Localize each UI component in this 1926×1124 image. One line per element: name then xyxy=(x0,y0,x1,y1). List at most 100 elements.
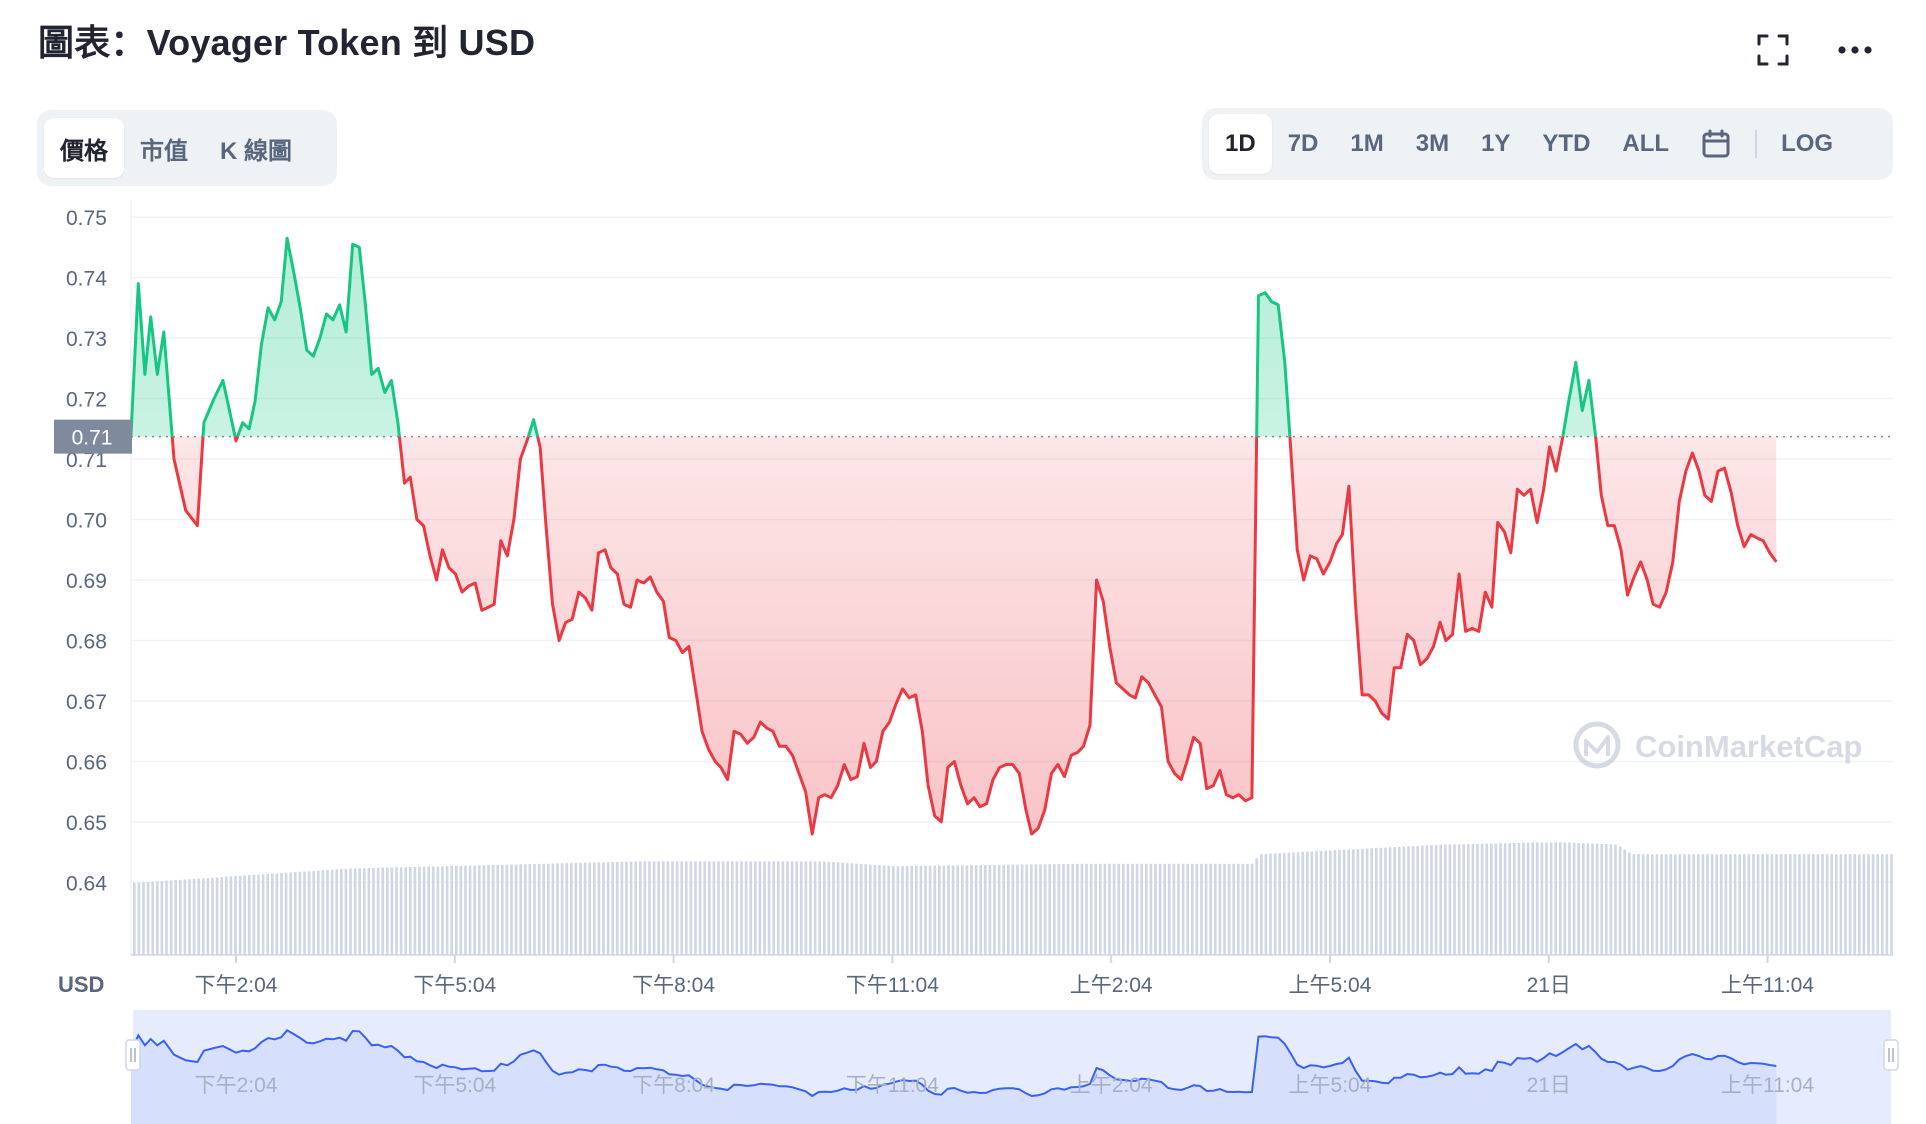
tab-candlestick[interactable]: K 線圖 xyxy=(220,137,292,165)
volume-bar xyxy=(1779,854,1783,955)
navigator-tick-label: 21日 xyxy=(1527,1074,1571,1097)
navigator-area xyxy=(130,1029,1777,1124)
volume-bar xyxy=(1802,854,1806,955)
volume-bar xyxy=(634,861,637,955)
volume-bar xyxy=(367,868,371,955)
calendar-icon[interactable] xyxy=(1685,114,1747,174)
range-all[interactable]: ALL xyxy=(1622,130,1670,157)
volume-bar xyxy=(551,863,555,955)
volume-bar xyxy=(1048,864,1051,955)
navigator-right-handle[interactable] xyxy=(1883,1039,1899,1071)
volume-bar xyxy=(818,861,821,955)
navigator-chart[interactable]: 下午2:04 下午5:04 下午8:04 下午11:04 上午2:04 上午5:04 21日… xyxy=(0,1008,1926,1124)
log-scale-toggle[interactable]: LOG xyxy=(1781,130,1834,157)
volume-bar xyxy=(1186,863,1189,955)
volume-bar xyxy=(1605,844,1608,955)
volume-bar xyxy=(772,861,775,955)
volume-bar xyxy=(1347,849,1350,955)
volume-bar xyxy=(436,866,440,955)
range-7d[interactable]: 7D xyxy=(1287,130,1319,157)
volume-bar xyxy=(1250,863,1254,955)
volume-bar xyxy=(882,865,886,955)
volume-bar xyxy=(390,867,394,955)
volume-bar xyxy=(1554,842,1557,955)
volume-bar xyxy=(1172,863,1176,955)
volume-bar xyxy=(1784,854,1787,955)
volume-bar xyxy=(947,865,950,955)
volume-bar xyxy=(896,866,900,955)
volume-bar xyxy=(192,878,196,955)
volume-bar xyxy=(1296,852,1300,955)
tab-price[interactable]: 價格 xyxy=(44,118,124,178)
volume-bar xyxy=(307,871,311,955)
volume-bar xyxy=(1531,842,1534,955)
y-tick-label: 0.65 xyxy=(66,812,107,835)
range-3m[interactable]: 3M xyxy=(1415,130,1450,157)
y-axis-ticks: 0.75 0.74 0.73 0.72 0.71 0.70 0.69 0.68 0.67 0.66… xyxy=(66,207,107,895)
volume-bar xyxy=(1283,852,1286,955)
volume-bar xyxy=(1572,842,1576,955)
volume-bar xyxy=(666,861,670,955)
volume-bar xyxy=(1476,843,1479,955)
volume-bar xyxy=(478,865,481,955)
volume-bar xyxy=(593,862,596,955)
navigator-x-ticks: 下午2:04 下午5:04 下午8:04 下午11:04 上午2:04 上午5:04 21日… xyxy=(195,1074,1815,1097)
volume-bar xyxy=(1154,863,1157,955)
currency-label: USD xyxy=(58,972,104,997)
volume-bar xyxy=(1766,854,1769,955)
volume-bar xyxy=(528,864,532,955)
volume-bar xyxy=(1260,854,1263,955)
volume-bar xyxy=(689,861,693,955)
volume-bar xyxy=(1214,863,1217,955)
volume-bar xyxy=(583,862,587,955)
volume-bar xyxy=(855,863,858,955)
volume-bar xyxy=(496,864,499,955)
volume-bar xyxy=(1747,854,1751,955)
volume-bar xyxy=(560,863,564,955)
y-tick-label: 0.71 xyxy=(66,449,107,472)
volume-bar xyxy=(179,879,182,955)
price-area xyxy=(131,238,1777,834)
volume-bar xyxy=(1582,843,1585,955)
price-chart[interactable]: 0.75 0.74 0.73 0.72 0.71 0.70 0.69 0.68 0.67 0.66… xyxy=(0,200,1926,1010)
volume-bar xyxy=(1025,864,1028,955)
range-1y[interactable]: 1Y xyxy=(1481,130,1511,157)
volume-bar xyxy=(620,861,624,955)
volume-bar xyxy=(487,865,490,955)
range-ytd[interactable]: YTD xyxy=(1542,130,1591,157)
range-1m[interactable]: 1M xyxy=(1350,130,1384,157)
volume-bar xyxy=(1310,851,1314,955)
volume-bar xyxy=(1853,854,1856,955)
more-options-icon[interactable] xyxy=(1835,30,1875,70)
volume-bar xyxy=(468,865,472,955)
volume-bar xyxy=(1439,844,1442,955)
volume-bar xyxy=(1545,842,1548,955)
volume-bar xyxy=(317,870,320,955)
navigator-left-handle[interactable] xyxy=(125,1039,141,1071)
volume-bar xyxy=(813,861,817,955)
volume-bar xyxy=(1614,844,1617,955)
volume-bar xyxy=(767,861,771,955)
volume-bar xyxy=(1706,854,1709,955)
fullscreen-icon[interactable] xyxy=(1753,30,1793,70)
volume-bar xyxy=(1223,863,1226,955)
volume-bar xyxy=(1756,854,1760,955)
volume-bar xyxy=(133,882,136,955)
volume-bar xyxy=(1858,854,1861,955)
volume-bar xyxy=(850,863,854,955)
volume-bar xyxy=(1407,846,1410,955)
volume-bar xyxy=(505,864,509,955)
volume-bar xyxy=(574,863,578,955)
volume-bar xyxy=(266,874,269,955)
volume-bar xyxy=(1664,854,1668,955)
range-1d[interactable]: 1D xyxy=(1209,114,1272,174)
volume-bar xyxy=(257,874,260,955)
volume-bar xyxy=(1816,854,1820,955)
volume-bar xyxy=(1241,863,1245,955)
volume-bar xyxy=(643,861,647,955)
volume-bar xyxy=(358,868,361,955)
volume-bar xyxy=(1480,843,1484,955)
volume-bar xyxy=(1020,864,1024,955)
x-tick-label: 下午2:04 xyxy=(195,974,278,997)
tab-market-cap[interactable]: 市值 xyxy=(140,137,188,165)
